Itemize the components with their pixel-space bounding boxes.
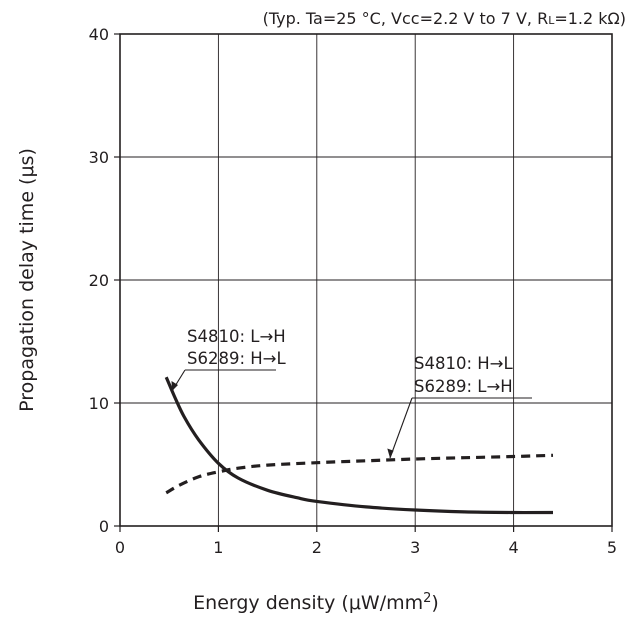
x-tick-label: 3 [410, 538, 420, 557]
conditions-note-subscript: L [548, 14, 555, 27]
series-annotation-1: S4810: L→H S6289: H→L [171, 327, 287, 392]
y-tick-label: 30 [89, 148, 109, 167]
x-tick-label: 4 [509, 538, 519, 557]
conditions-note-suffix: =1.2 kΩ) [554, 9, 626, 28]
x-tick-label: 5 [607, 538, 617, 557]
x-axis-title: Energy density (μW/mm2) [193, 591, 439, 614]
tick-labels: 0 1 2 3 4 5 0 10 20 30 40 [89, 25, 617, 557]
y-tick-label: 20 [89, 271, 109, 290]
leader-arrowhead [387, 448, 394, 458]
series-label-line: S6289: H→L [187, 349, 287, 368]
series-annotation-2: S4810: H→L S6289: L→H [387, 354, 532, 459]
data-curves [164, 376, 554, 515]
grid [114, 33, 613, 532]
y-axis-title: Propagation delay time (μs) [16, 148, 38, 412]
x-tick-label: 2 [312, 538, 322, 557]
y-tick-label: 40 [89, 25, 109, 44]
x-axis-title-tail: ) [431, 592, 438, 614]
series-label-line: S4810: H→L [414, 354, 514, 373]
series-label-line: S6289: L→H [414, 377, 513, 396]
series-label-line: S4810: L→H [187, 327, 286, 346]
x-axis-title-superscript: 2 [423, 591, 431, 606]
x-tick-label: 0 [115, 538, 125, 557]
plot-frame [119, 33, 613, 527]
conditions-note: (Typ. Ta=25 °C, Vcc=2.2 V to 7 V, RL=1.2… [263, 9, 626, 28]
y-tick-label: 10 [89, 394, 109, 413]
x-axis-title-main: Energy density (μW/mm [193, 592, 423, 614]
series-annotations: S4810: L→H S6289: H→L S4810: H→L S6289: L→H [171, 327, 532, 459]
conditions-note-prefix: (Typ. Ta=25 °C, Vcc=2.2 V to 7 V, R [263, 9, 549, 28]
series-line-2 [165, 453, 554, 495]
leader-line [389, 397, 413, 459]
leader-arrowhead [171, 381, 178, 391]
series-line-1 [164, 376, 554, 515]
y-tick-label: 0 [99, 517, 109, 536]
x-tick-label: 1 [213, 538, 223, 557]
